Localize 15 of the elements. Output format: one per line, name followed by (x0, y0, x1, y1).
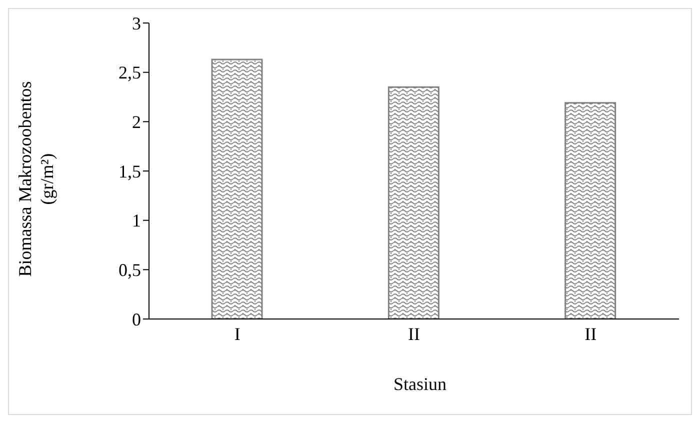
bar (211, 58, 263, 319)
y-tick-label: 2 (132, 112, 141, 132)
y-tick-label: 1,5 (118, 161, 141, 182)
y-axis-title: Biomassa Makrozoobentos (gr/m²) (14, 80, 58, 279)
x-tick-label: I (234, 324, 240, 344)
y-tick-label: 0,5 (118, 260, 141, 280)
x-tick-label: II (584, 324, 597, 344)
y-tick-label: 0 (132, 309, 141, 330)
bar (388, 86, 440, 319)
x-tick-label: II (408, 324, 420, 344)
y-tick-label: 1 (132, 210, 141, 231)
x-axis-title: Stasiun (392, 374, 448, 395)
y-tick-label: 3 (132, 13, 141, 34)
bar (564, 102, 616, 319)
y-tick-label: 2,5 (118, 62, 141, 83)
